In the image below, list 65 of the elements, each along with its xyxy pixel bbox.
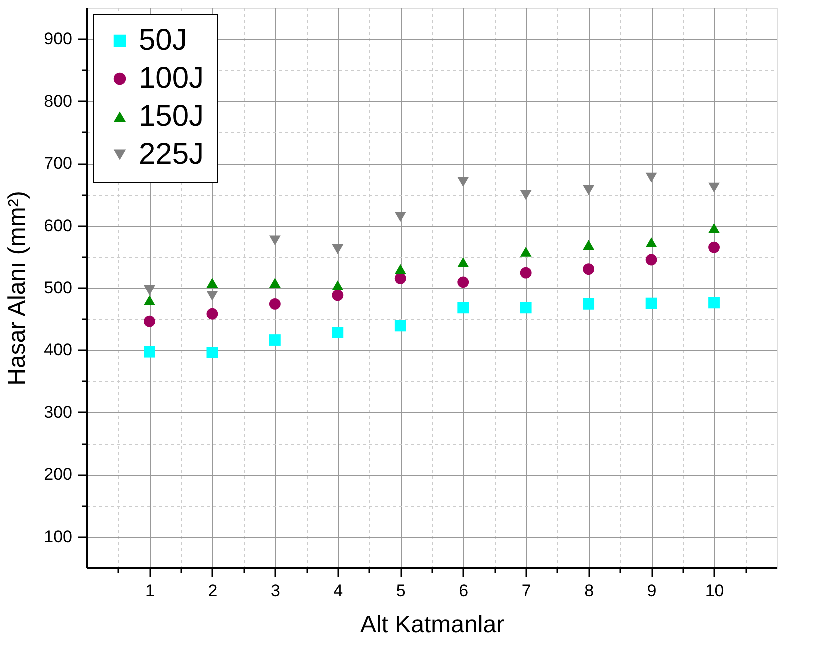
y-tick-label: 800 <box>44 92 72 111</box>
point <box>269 236 281 246</box>
x-tick-label: 7 <box>522 582 532 600</box>
point <box>144 316 156 328</box>
point <box>144 296 156 306</box>
point <box>520 267 532 279</box>
x-tick-label: 5 <box>396 582 406 600</box>
point <box>583 264 595 276</box>
point <box>394 212 406 222</box>
point <box>520 246 532 257</box>
x-tick-label: 1 <box>145 582 155 600</box>
point <box>583 185 595 196</box>
y-tick-label: 500 <box>44 278 72 298</box>
point <box>646 298 658 310</box>
legend-label: 100J <box>139 62 204 95</box>
point <box>520 190 532 200</box>
y-tick-label: 300 <box>44 402 72 422</box>
point <box>206 278 218 288</box>
legend-label: 225J <box>139 138 204 171</box>
x-tick-label: 9 <box>647 582 657 600</box>
point <box>583 298 595 310</box>
point <box>646 254 658 266</box>
x-axis-title: Alt Katmanlar <box>360 612 505 638</box>
y-axis-title: Hasar Alanı (mm²) <box>4 191 32 386</box>
point <box>332 244 344 254</box>
point <box>458 177 470 188</box>
point <box>458 276 470 288</box>
point <box>520 302 532 314</box>
x-tick-label: 3 <box>270 582 280 600</box>
y-tick-label: 400 <box>44 340 72 360</box>
point <box>269 298 281 310</box>
point <box>708 182 720 193</box>
point <box>646 238 658 248</box>
y-tick-label: 700 <box>44 154 72 174</box>
point <box>144 346 156 358</box>
point <box>269 278 281 288</box>
point <box>646 172 658 183</box>
point <box>583 240 595 250</box>
x-tick-label: 8 <box>584 582 594 600</box>
point <box>708 297 720 309</box>
y-tick-label: 900 <box>44 30 72 49</box>
x-tick-label: 2 <box>208 582 218 600</box>
x-tick-label: 6 <box>459 582 469 600</box>
y-tick-label: 600 <box>44 216 72 236</box>
point <box>458 258 470 268</box>
point <box>332 327 344 338</box>
y-tick-label: 200 <box>44 465 72 484</box>
point <box>708 223 720 234</box>
point <box>394 264 406 274</box>
point <box>144 286 156 296</box>
point <box>332 290 344 302</box>
legend-label: 50J <box>139 24 188 57</box>
point <box>458 302 470 314</box>
x-tick-label: 4 <box>334 582 344 600</box>
point <box>708 242 720 254</box>
x-tick-label: 10 <box>705 582 724 600</box>
y-tick-label: 100 <box>44 527 72 546</box>
legend-label: 150J <box>139 100 204 133</box>
point <box>394 320 406 332</box>
point <box>394 272 406 284</box>
point <box>206 308 218 320</box>
point <box>206 347 218 358</box>
point <box>206 291 218 302</box>
point <box>269 334 281 346</box>
point <box>332 280 344 290</box>
